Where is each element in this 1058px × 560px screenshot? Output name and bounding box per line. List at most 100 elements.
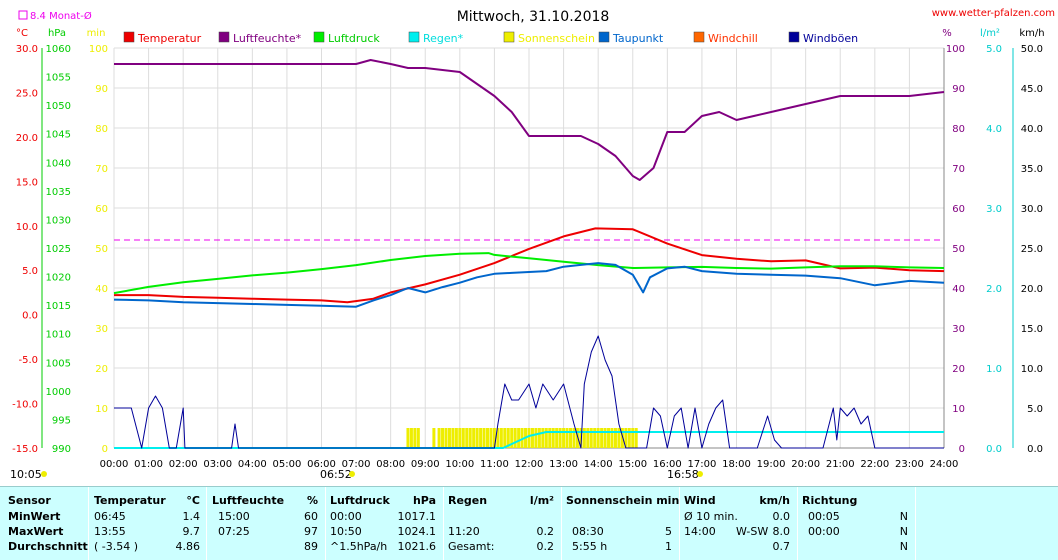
stats-row-max: MaxWert (8, 525, 64, 538)
sunshine-bar (620, 428, 624, 448)
sunshine-bar (503, 428, 507, 448)
x-tick-label: 22:00 (860, 459, 889, 470)
sunshine-bar (530, 428, 534, 448)
stats-cell: 15:00 (218, 510, 250, 523)
sunshine-bar (486, 428, 489, 448)
humidity-tick-label: 80 (952, 124, 965, 135)
rain-tick-label: 2.0 (986, 284, 1002, 295)
stats-col-unit: % (306, 494, 318, 507)
rain-tick-label: 5.0 (986, 44, 1002, 55)
stats-row-avg: Durchschnitt (8, 540, 88, 553)
x-tick-label: 03:00 (203, 459, 232, 470)
stats-col-unit: hPa (412, 494, 436, 507)
sunshine-bar (586, 428, 590, 448)
temp-tick-label: -5.0 (18, 355, 38, 366)
legend-label: Temperatur (137, 32, 202, 45)
sunshine-bar (506, 428, 510, 448)
legend-swatch (693, 31, 705, 43)
sunshine-bar (441, 428, 445, 448)
stats-cell: N (899, 540, 908, 553)
humidity-tick-label: 20 (952, 364, 965, 375)
stats-cell: 08:30 (572, 525, 604, 538)
humidity-tick-label: 30 (952, 324, 965, 335)
start-time-label: 10:05 (10, 468, 42, 481)
stats-cell: 11:20 (448, 525, 480, 538)
sunshine-bar (510, 428, 514, 448)
stats-col-title: Wind (684, 494, 716, 507)
sunshine-bar (613, 428, 617, 448)
pressure-tick-label: 1010 (46, 330, 71, 341)
pressure-tick-label: 1015 (46, 301, 71, 312)
sunshine-bar (631, 428, 635, 448)
wind-tick-label: 5.0 (1027, 404, 1043, 415)
wind-tick-label: 10.0 (1021, 364, 1043, 375)
rain-tick-label: 3.0 (986, 204, 1002, 215)
x-tick-label: 23:00 (895, 459, 924, 470)
x-tick-label: 00:00 (100, 459, 129, 470)
sunshine-bar (562, 428, 566, 448)
minutes-tick-label: 10 (95, 404, 108, 415)
stats-col-sensor-title: Sensor (8, 494, 51, 507)
stats-cell: ^1.5hPa/h (330, 540, 388, 553)
wind-tick-label: 40.0 (1021, 124, 1043, 135)
x-tick-label: 17:00 (688, 459, 717, 470)
sunshine-bar (482, 428, 486, 448)
stats-col-unit: l/m² (529, 494, 554, 507)
sunrise-marker (349, 471, 355, 477)
legend-swatch (313, 31, 325, 43)
weather-chart: °C hPa min% l/m² km/h 30.0 25.0 20.0 15.0 10.0 5.0… (10, 8, 1055, 481)
sunshine-bar (548, 428, 552, 448)
stats-col-title: Temperatur (94, 494, 166, 507)
stats-cell: 97 (304, 525, 318, 538)
sunshine-bar (432, 428, 436, 448)
legend-label: Luftfeuchte* (233, 32, 302, 45)
stats-cell: 0.7 (772, 540, 791, 553)
series-line-luftfeuchte (114, 59, 945, 181)
sunshine-bar (513, 428, 517, 448)
series-line-taupunkt (113, 262, 945, 308)
sunshine-bar (558, 428, 562, 448)
wind-tick-label: 15.0 (1021, 324, 1043, 335)
humidity-tick-label: 40 (952, 284, 965, 295)
sunshine-bar (409, 428, 413, 448)
humidity-tick-label: 90 (952, 84, 965, 95)
pressure-unit-label: hPa (48, 28, 66, 39)
stats-cell: N (899, 510, 908, 523)
legend-label: Taupunkt (612, 32, 664, 45)
sunshine-bar (479, 428, 483, 448)
sunshine-bar (492, 428, 496, 448)
sunshine-bar (499, 428, 503, 448)
sunshine-bar (461, 428, 465, 448)
pressure-tick-label: 1030 (46, 215, 71, 226)
x-tick-label: 04:00 (238, 459, 267, 470)
sunshine-bar (624, 428, 628, 448)
wind-tick-label: 35.0 (1021, 164, 1043, 175)
series-line-windben (114, 335, 944, 449)
sun-marker-start (41, 471, 47, 477)
stats-cell: 00:00 (808, 525, 840, 538)
stats-table: Sensor MinWert MaxWert Durchschnitt Temp… (0, 486, 1058, 560)
stats-cell: 9.7 (182, 525, 201, 538)
pressure-tick-label: 1025 (46, 244, 71, 255)
sunshine-bar (454, 428, 458, 448)
wind-tick-label: 30.0 (1021, 204, 1043, 215)
x-tick-label: 10:00 (445, 459, 474, 470)
stats-cell: 1017.1 (397, 510, 437, 523)
wind-tick-label: 45.0 (1021, 84, 1043, 95)
monthly-avg-marker (18, 10, 28, 20)
pressure-tick-label: 1000 (46, 387, 71, 398)
sunshine-bar (572, 428, 576, 448)
sunshine-bar (575, 428, 579, 448)
series-line-luftdruck (113, 252, 945, 295)
pressure-tick-label: 1005 (46, 358, 71, 369)
stats-cell: 1 (665, 540, 672, 553)
minutes-tick-label: 40 (95, 284, 108, 295)
pressure-tick-label: 1055 (46, 73, 71, 84)
sunshine-bar (537, 428, 541, 448)
sunshine-bar (593, 428, 597, 448)
stats-cell: 07:25 (218, 525, 250, 538)
pressure-tick-label: 1050 (46, 101, 71, 112)
x-tick-label: 11:00 (480, 459, 509, 470)
stats-col-title: Sonnenschein min (566, 494, 680, 507)
stats-col-unit: °C (186, 494, 200, 507)
